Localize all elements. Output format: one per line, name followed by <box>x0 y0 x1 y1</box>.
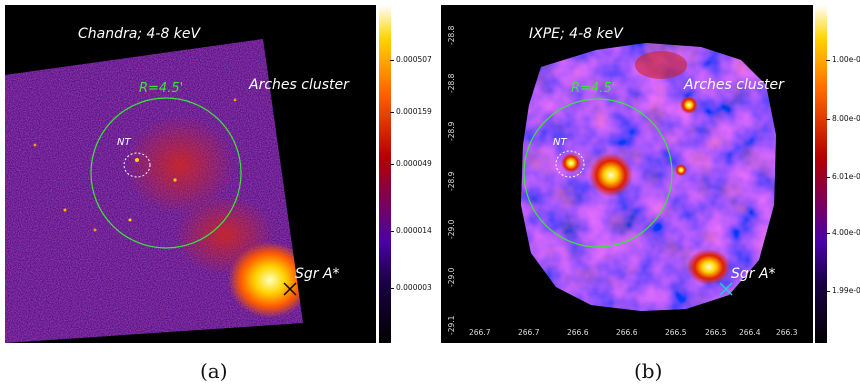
y-tick: -29.0 <box>447 267 456 287</box>
colorbar-a-tick: 0.000507 <box>390 55 432 64</box>
arches-label: Arches cluster <box>684 77 784 93</box>
x-tick: 266.6 <box>567 328 589 337</box>
radius-label: R=4.5' <box>139 81 184 96</box>
y-tick: -28.9 <box>447 171 456 191</box>
colorbar-a-tick: 0.000049 <box>390 159 432 168</box>
caption-b: (b) <box>634 359 663 383</box>
sgr-label: Sgr A* <box>731 266 776 282</box>
region-circle <box>90 97 242 249</box>
caption-a: (a) <box>200 359 228 383</box>
nt-label: NT <box>117 137 131 148</box>
x-tick: 266.6 <box>616 328 638 337</box>
y-tick: -29.1 <box>447 315 456 335</box>
sgr-a-marker <box>283 282 297 296</box>
x-tick: 266.4 <box>739 328 761 337</box>
ixpe-image <box>521 43 776 311</box>
colorbar-a-tick: 0.000003 <box>390 283 432 292</box>
arches-label: Arches cluster <box>249 77 349 93</box>
colorbar-b-tick: 6.01e-05 <box>826 172 860 181</box>
x-tick: 266.5 <box>705 328 727 337</box>
ixpe-image-panel: IXPE; 4-8 keV R=4.5' NT Arches cluster S… <box>441 5 813 343</box>
nt-region <box>123 152 151 178</box>
y-tick: -29.0 <box>447 219 456 239</box>
nt-label: NT <box>553 137 567 148</box>
colorbar-b <box>815 5 827 343</box>
x-tick: 266.7 <box>469 328 491 337</box>
colorbar-b-tick: 1.00e-04 <box>826 55 860 64</box>
region-circle <box>523 98 673 248</box>
y-tick: -28.8 <box>447 73 456 93</box>
y-tick: -28.9 <box>447 121 456 141</box>
colorbar-b-tick: 8.00e-05 <box>826 114 860 123</box>
colorbar-b-tick: 4.00e-05 <box>826 228 860 237</box>
colorbar-b-tick: 1.99e-05 <box>826 286 860 295</box>
panel-a-title: Chandra; 4-8 keV <box>78 26 201 42</box>
colorbar-a-tick: 0.000159 <box>390 107 432 116</box>
x-tick: 266.7 <box>518 328 540 337</box>
chandra-image <box>5 39 303 343</box>
x-tick: 266.5 <box>665 328 687 337</box>
nt-region <box>555 150 585 178</box>
sgr-label: Sgr A* <box>295 266 340 282</box>
colorbar-a <box>379 5 391 343</box>
y-tick: -28.8 <box>447 25 456 45</box>
radius-label: R=4.5' <box>571 81 616 96</box>
chandra-image-panel: Chandra; 4-8 keV R=4.5' NT Arches cluste… <box>5 5 376 343</box>
colorbar-a-tick: 0.000014 <box>390 226 432 235</box>
panel-b-title: IXPE; 4-8 keV <box>529 26 623 42</box>
sgr-a-marker <box>719 282 733 296</box>
x-tick: 266.3 <box>776 328 798 337</box>
